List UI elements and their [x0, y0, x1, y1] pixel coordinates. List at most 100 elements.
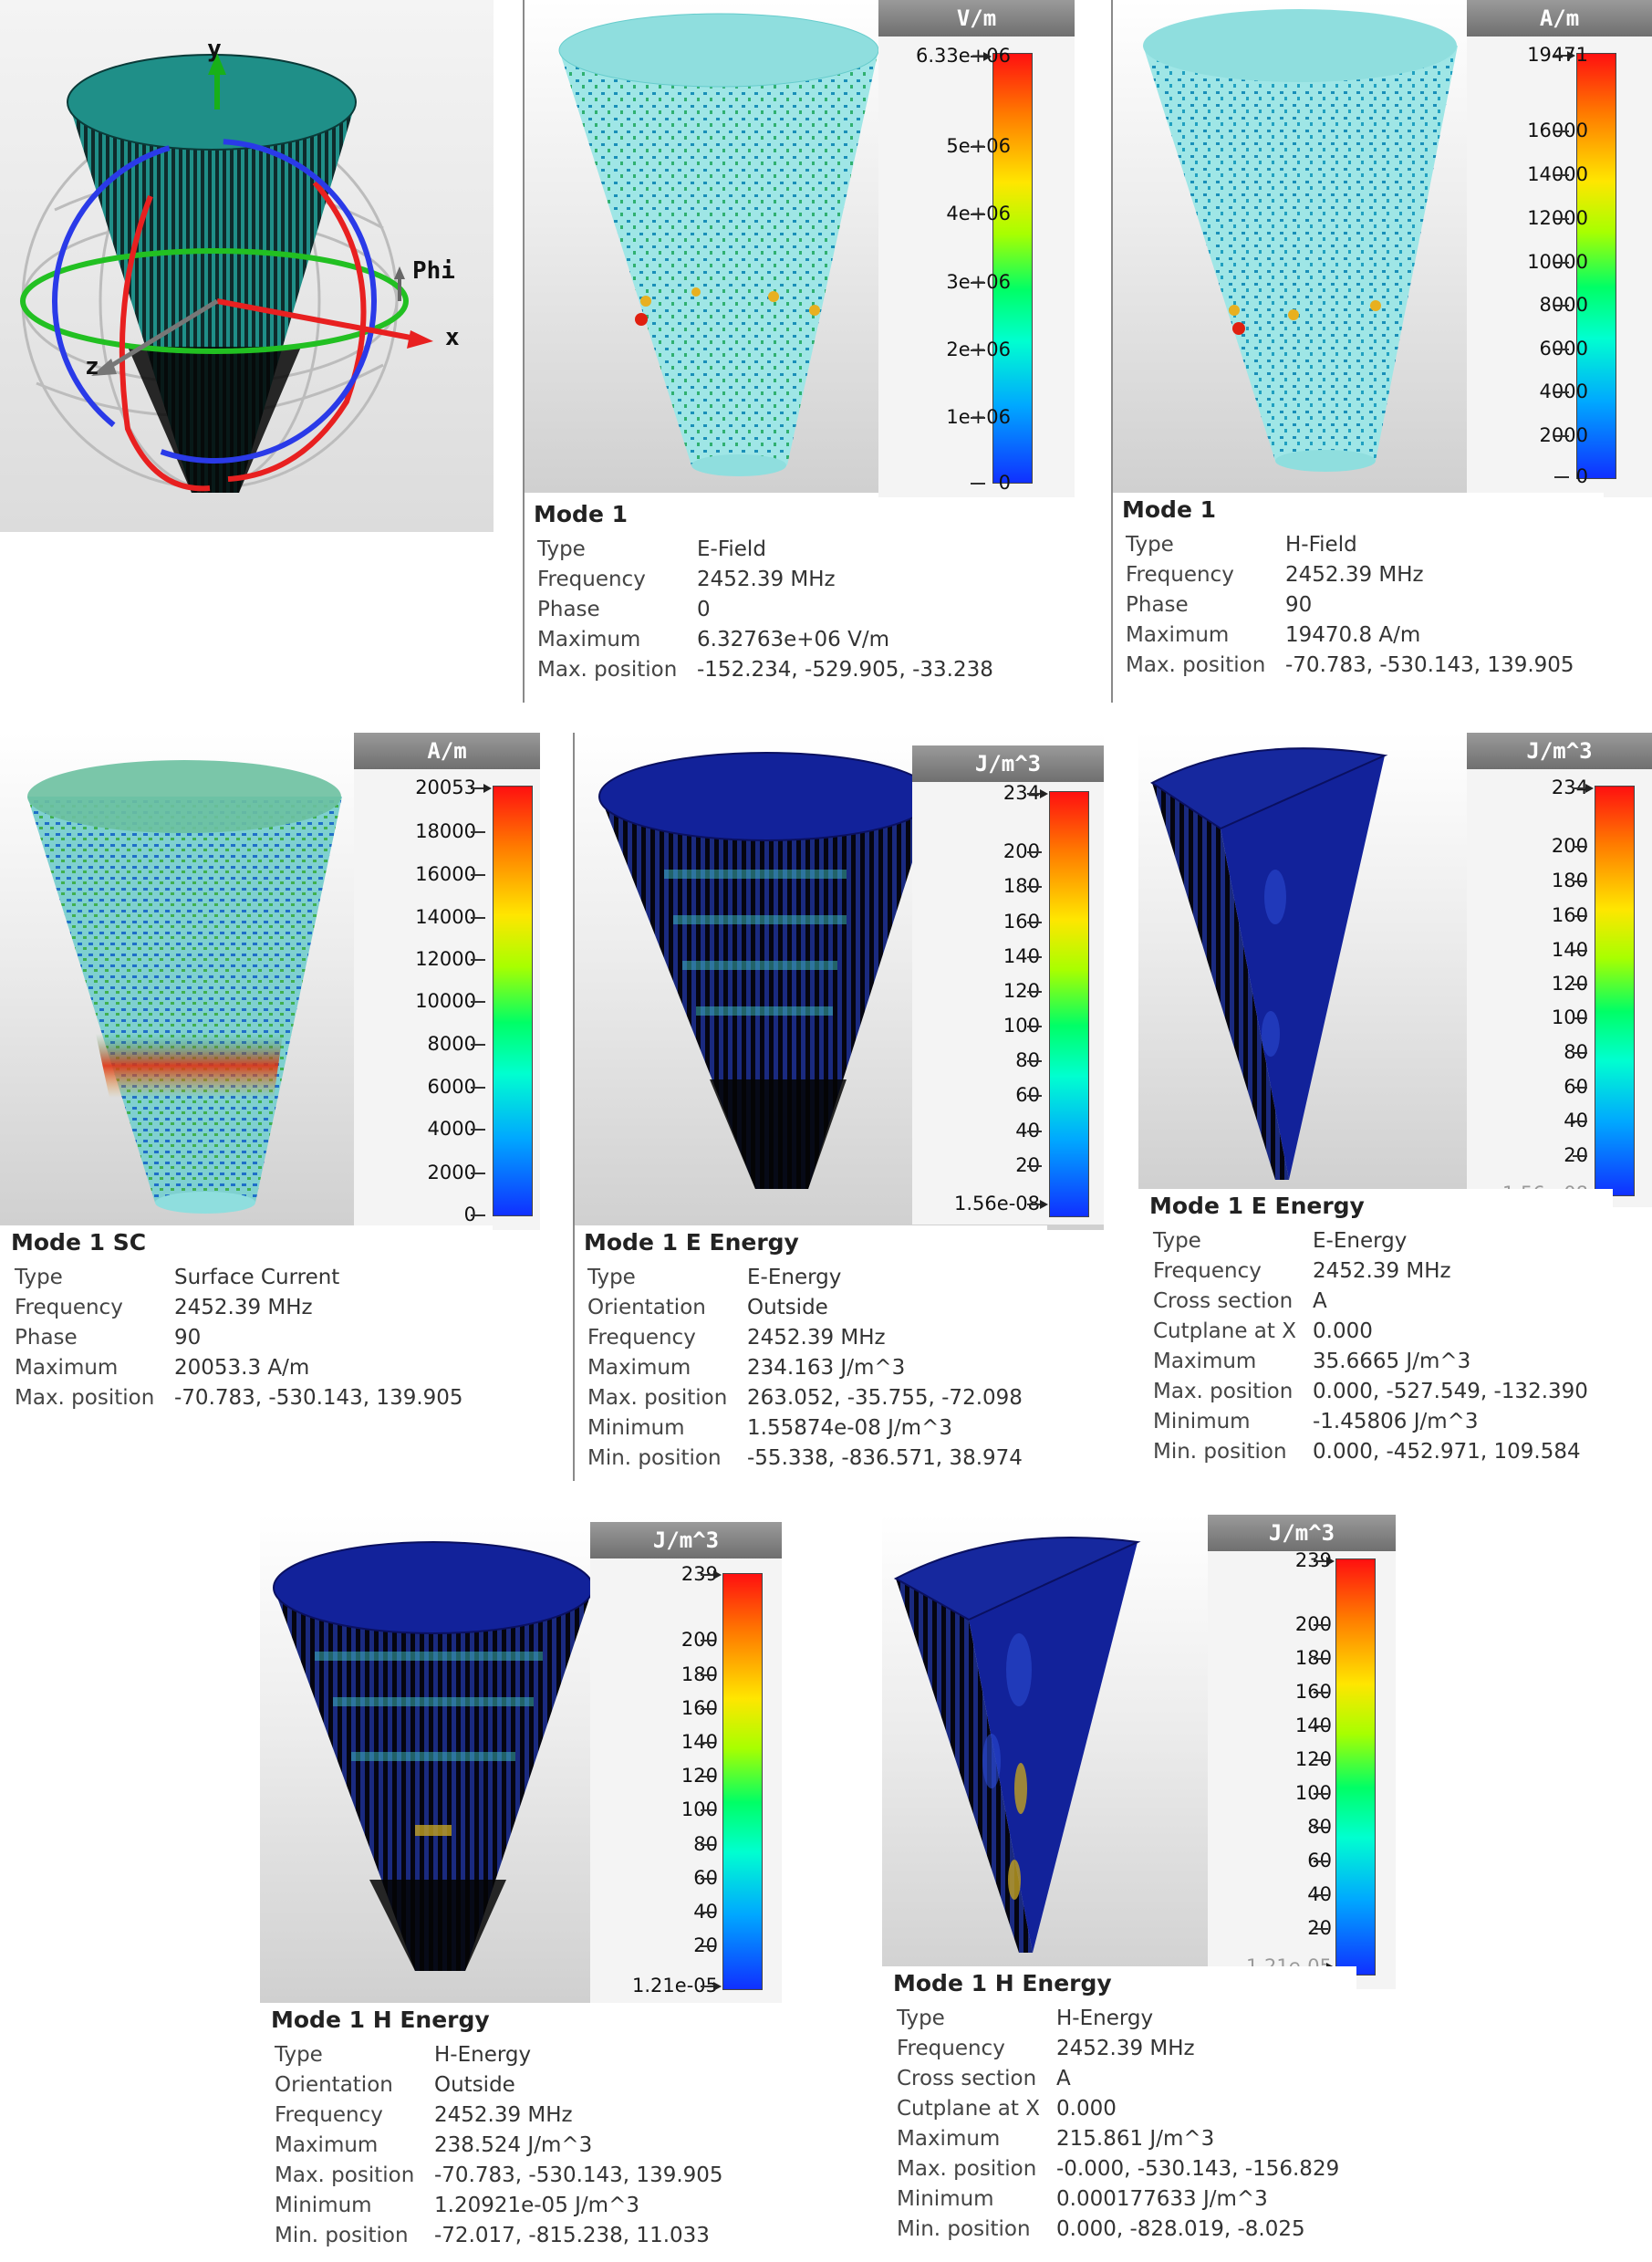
- legend-tick-mark: [471, 1001, 485, 1003]
- info-key: Maximum: [537, 628, 641, 651]
- legend-tick-mark: [1314, 1624, 1328, 1626]
- info-value: E-Energy: [1313, 1229, 1408, 1253]
- legend-tick: 4000: [427, 1118, 476, 1140]
- legend-tick-mark: [701, 1674, 715, 1676]
- legend-tick-mark: [971, 56, 985, 57]
- h-energy-outside-cone-plot: [273, 1541, 594, 1971]
- info-key: Cross section: [1153, 1289, 1294, 1313]
- info-value: -70.783, -530.143, 139.905: [434, 2163, 723, 2187]
- legend-tick-mark: [1314, 1928, 1328, 1930]
- legend-tick-mark: [1027, 991, 1042, 993]
- legend-tick-mark: [1027, 1204, 1042, 1205]
- info-key: Frequency: [537, 568, 646, 591]
- axes-widget-panel: y x z Phi: [0, 0, 494, 532]
- info-row: Frequency 2452.39 MHz: [1126, 563, 1574, 593]
- info-key: Type: [15, 1266, 63, 1289]
- info-value: -1.45806 J/m^3: [1313, 1410, 1479, 1433]
- info-value: 234.163 J/m^3: [747, 1356, 906, 1380]
- legend-tick-mark: [471, 1173, 485, 1174]
- info-key: Maximum: [897, 2127, 1001, 2151]
- legend-tick-mark: [1573, 846, 1587, 848]
- legend-tick-mark: [1027, 1060, 1042, 1062]
- info-row: Min. position -55.338, -836.571, 38.974: [587, 1446, 1023, 1476]
- info-row: Frequency 2452.39 MHz: [537, 568, 993, 598]
- info-row: Min. position 0.000, -828.019, -8.025: [897, 2217, 1339, 2247]
- info-value: 0.000, -828.019, -8.025: [1056, 2217, 1305, 2241]
- legend-tick-mark: [701, 1945, 715, 1947]
- surface-current-info-box: Mode 1 SC Type Surface Current Frequency 2…: [0, 1225, 493, 1444]
- mode-title: Mode 1 H Energy: [271, 2007, 490, 2033]
- info-value: H-Energy: [434, 2043, 532, 2067]
- hfield-panel: A/m 19471 16000 14000 12000 10000 8000 6…: [1111, 0, 1652, 703]
- axes-widget-viewport[interactable]: y x z Phi: [0, 0, 494, 532]
- info-value: 1.20921e-05 J/m^3: [434, 2194, 639, 2217]
- info-row: Orientation Outside: [587, 1296, 1023, 1326]
- info-value: 2452.39 MHz: [434, 2103, 573, 2127]
- info-row: Max. position 263.052, -35.755, -72.098: [587, 1386, 1023, 1416]
- info-key: Minimum: [275, 2194, 372, 2217]
- info-value: 2452.39 MHz: [697, 568, 836, 591]
- info-key: Cutplane at X: [897, 2097, 1040, 2121]
- info-value: -0.000, -530.143, -156.829: [1056, 2157, 1340, 2181]
- legend-tick-mark: [1027, 922, 1042, 923]
- info-key: Maximum: [1153, 1350, 1257, 1373]
- legend-max-label: 20053: [415, 777, 476, 798]
- info-key: Minimum: [897, 2187, 994, 2211]
- mode-title: Mode 1 H Energy: [893, 1970, 1112, 1996]
- info-key: Max. position: [897, 2157, 1037, 2181]
- tick-arrow-icon: [983, 52, 992, 61]
- hfield-cone-plot: [1143, 9, 1458, 472]
- info-row: Cutplane at X 0.000: [897, 2097, 1339, 2127]
- legend-tick: 12000: [415, 948, 476, 970]
- info-value: A: [1313, 1289, 1327, 1313]
- legend-tick-mark: [471, 831, 485, 833]
- info-key: Type: [275, 2043, 323, 2067]
- legend-unit: A/m: [354, 733, 540, 769]
- info-key: Cutplane at X: [1153, 1319, 1296, 1343]
- legend-tick-mark: [1314, 1793, 1328, 1795]
- info-row: Type E-Energy: [1153, 1229, 1588, 1259]
- info-row: Maximum 19470.8 A/m: [1126, 623, 1574, 653]
- mode-title: Mode 1 E Energy: [584, 1229, 799, 1256]
- legend-tick-mark: [1554, 55, 1569, 57]
- mode-title: Mode 1: [534, 501, 629, 527]
- info-row: Phase 90: [15, 1326, 463, 1356]
- legend-tick-mark: [1027, 886, 1042, 888]
- color-scale-bar: [1049, 791, 1089, 1217]
- e-energy-outside-info-box: Mode 1 E Energy Type E-Energy Orientation…: [573, 1225, 1047, 1481]
- legend-tick-mark: [1554, 130, 1569, 132]
- info-key: Max. position: [537, 658, 678, 682]
- info-value: 0.000177633 J/m^3: [1056, 2187, 1268, 2211]
- legend-tick-mark: [1027, 1095, 1042, 1097]
- info-row: Minimum 1.55874e-08 J/m^3: [587, 1416, 1023, 1446]
- info-key: Phase: [1126, 593, 1189, 617]
- info-key: Minimum: [587, 1416, 685, 1440]
- info-row: Maximum 20053.3 A/m: [15, 1356, 463, 1386]
- info-value: 263.052, -35.755, -72.098: [747, 1386, 1023, 1410]
- info-key: Max. position: [275, 2163, 415, 2187]
- legend-tick: 8000: [427, 1033, 476, 1055]
- legend-tick-mark: [701, 1844, 715, 1846]
- mode-title: Mode 1: [1122, 496, 1217, 523]
- info-key: Maximum: [275, 2133, 379, 2157]
- efield-color-legend: V/m 6.33e+06 5e+06 4e+06 3e+06 2e+06 1e+…: [878, 0, 1075, 497]
- info-row: Type H-Energy: [897, 2007, 1339, 2037]
- legend-tick-mark: [1314, 1658, 1328, 1660]
- x-axis-label: x: [445, 324, 460, 351]
- h-energy-outside-color-legend: J/m^3 239 200 180 160 140 120 100 80 60 …: [590, 1522, 782, 2003]
- legend-tick: 16000: [415, 863, 476, 885]
- info-key: Frequency: [1153, 1259, 1262, 1283]
- info-key: Orientation: [275, 2073, 393, 2097]
- e-energy-cut-info-box: Mode 1 E Energy Type E-Energy Frequency 24…: [1138, 1189, 1613, 1481]
- info-value: 215.861 J/m^3: [1056, 2127, 1215, 2151]
- color-scale-bar: [722, 1573, 763, 1990]
- info-key: Phase: [537, 598, 600, 621]
- tick-arrow-icon: [713, 1982, 722, 1991]
- hfield-info-box: Mode 1 Type H-Field Frequency 2452.39 MHz …: [1111, 493, 1604, 703]
- legend-tick-mark: [1314, 1861, 1328, 1862]
- tick-arrow-icon: [1585, 784, 1594, 793]
- h-energy-cut-cone-plot: [893, 1537, 1141, 1953]
- legend-tick-mark: [1027, 1131, 1042, 1132]
- info-row: Maximum 6.32763e+06 V/m: [537, 628, 993, 658]
- legend-unit: A/m: [1467, 0, 1652, 36]
